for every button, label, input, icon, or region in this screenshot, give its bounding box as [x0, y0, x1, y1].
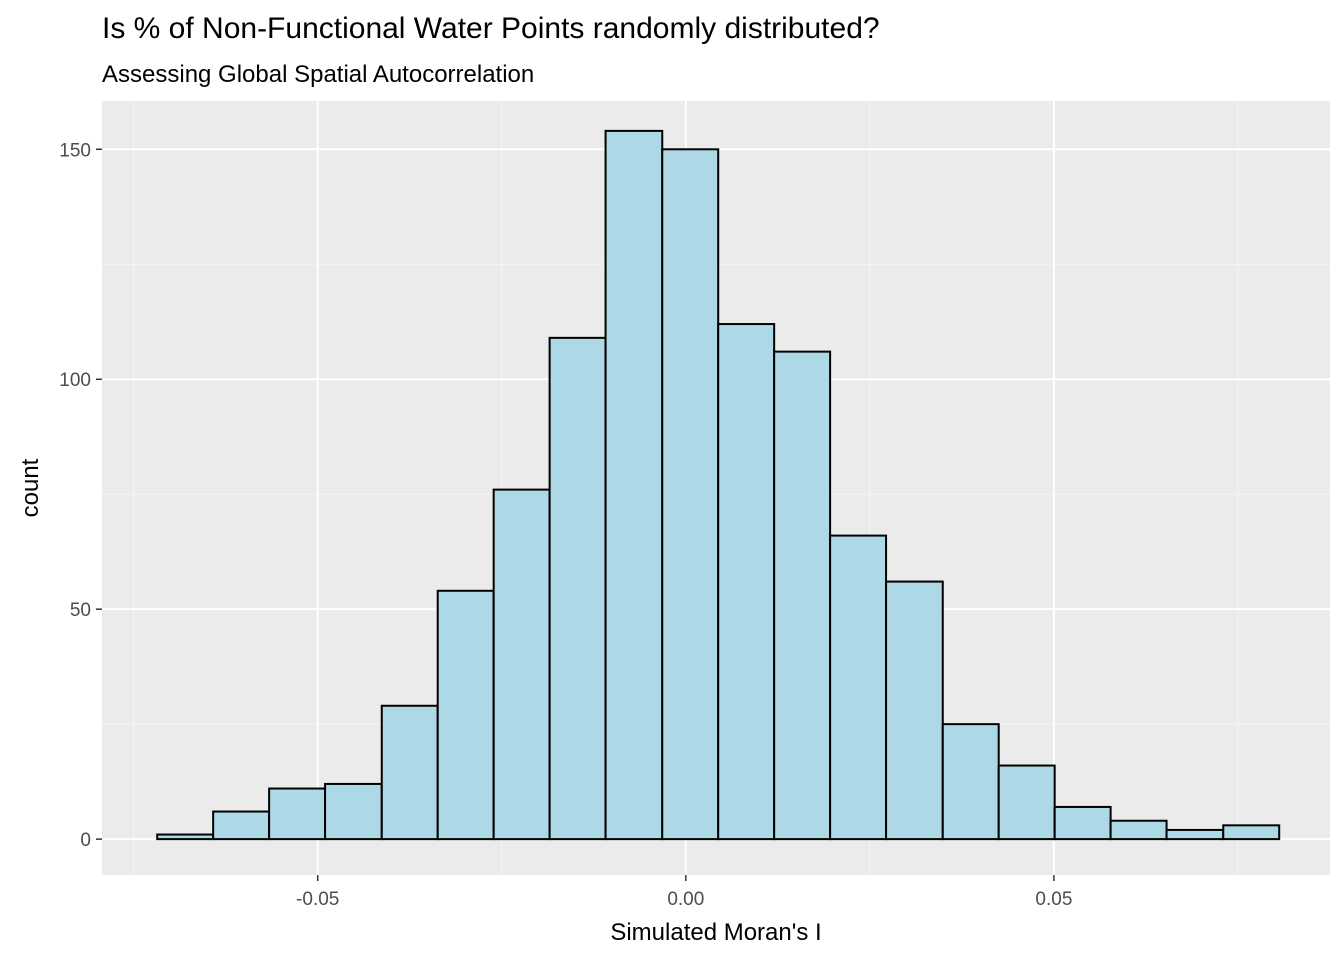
- y-tick-label: 100: [59, 370, 91, 391]
- histogram-bar-0: [156, 833, 215, 841]
- x-tick-label: 0.00: [667, 889, 704, 910]
- histogram-bar-2: [268, 787, 327, 841]
- histogram-bar-18: [1165, 828, 1225, 841]
- histogram-bar-1: [212, 810, 271, 841]
- x-axis: -0.05 0.00 0.05: [296, 875, 1072, 910]
- y-axis-title: count: [17, 458, 44, 517]
- histogram-bar-4: [380, 704, 439, 841]
- histogram-bar-9: [661, 148, 720, 841]
- y-tick-label: 150: [59, 140, 91, 161]
- x-tick-label: -0.05: [296, 889, 339, 910]
- x-axis-title: Simulated Moran's I: [610, 919, 821, 946]
- histogram-bar-17: [1109, 819, 1168, 841]
- y-tick-label: 0: [80, 830, 91, 851]
- histogram-bar-19: [1222, 824, 1281, 841]
- histogram-bar-3: [324, 782, 383, 841]
- histogram-bar-12: [829, 534, 888, 841]
- histogram-bar-13: [885, 580, 944, 841]
- histogram-bars: [156, 129, 1281, 841]
- histogram-bar-5: [436, 589, 495, 841]
- histogram-bar-8: [604, 129, 664, 841]
- chart-title: Is % of Non-Functional Water Points rand…: [102, 12, 880, 45]
- histogram-bar-10: [717, 323, 776, 841]
- histogram-bar-6: [492, 488, 551, 841]
- y-axis: 0 50 100 150: [59, 140, 102, 851]
- x-tick-label: 0.05: [1035, 889, 1072, 910]
- histogram-bar-14: [941, 723, 1000, 841]
- histogram-bar-7: [548, 336, 607, 841]
- histogram-bar-16: [1053, 805, 1112, 841]
- histogram-bar-11: [773, 350, 832, 841]
- histogram-bar-15: [997, 764, 1056, 841]
- y-tick-label: 50: [70, 600, 91, 621]
- chart-subtitle: Assessing Global Spatial Autocorrelation: [102, 61, 535, 88]
